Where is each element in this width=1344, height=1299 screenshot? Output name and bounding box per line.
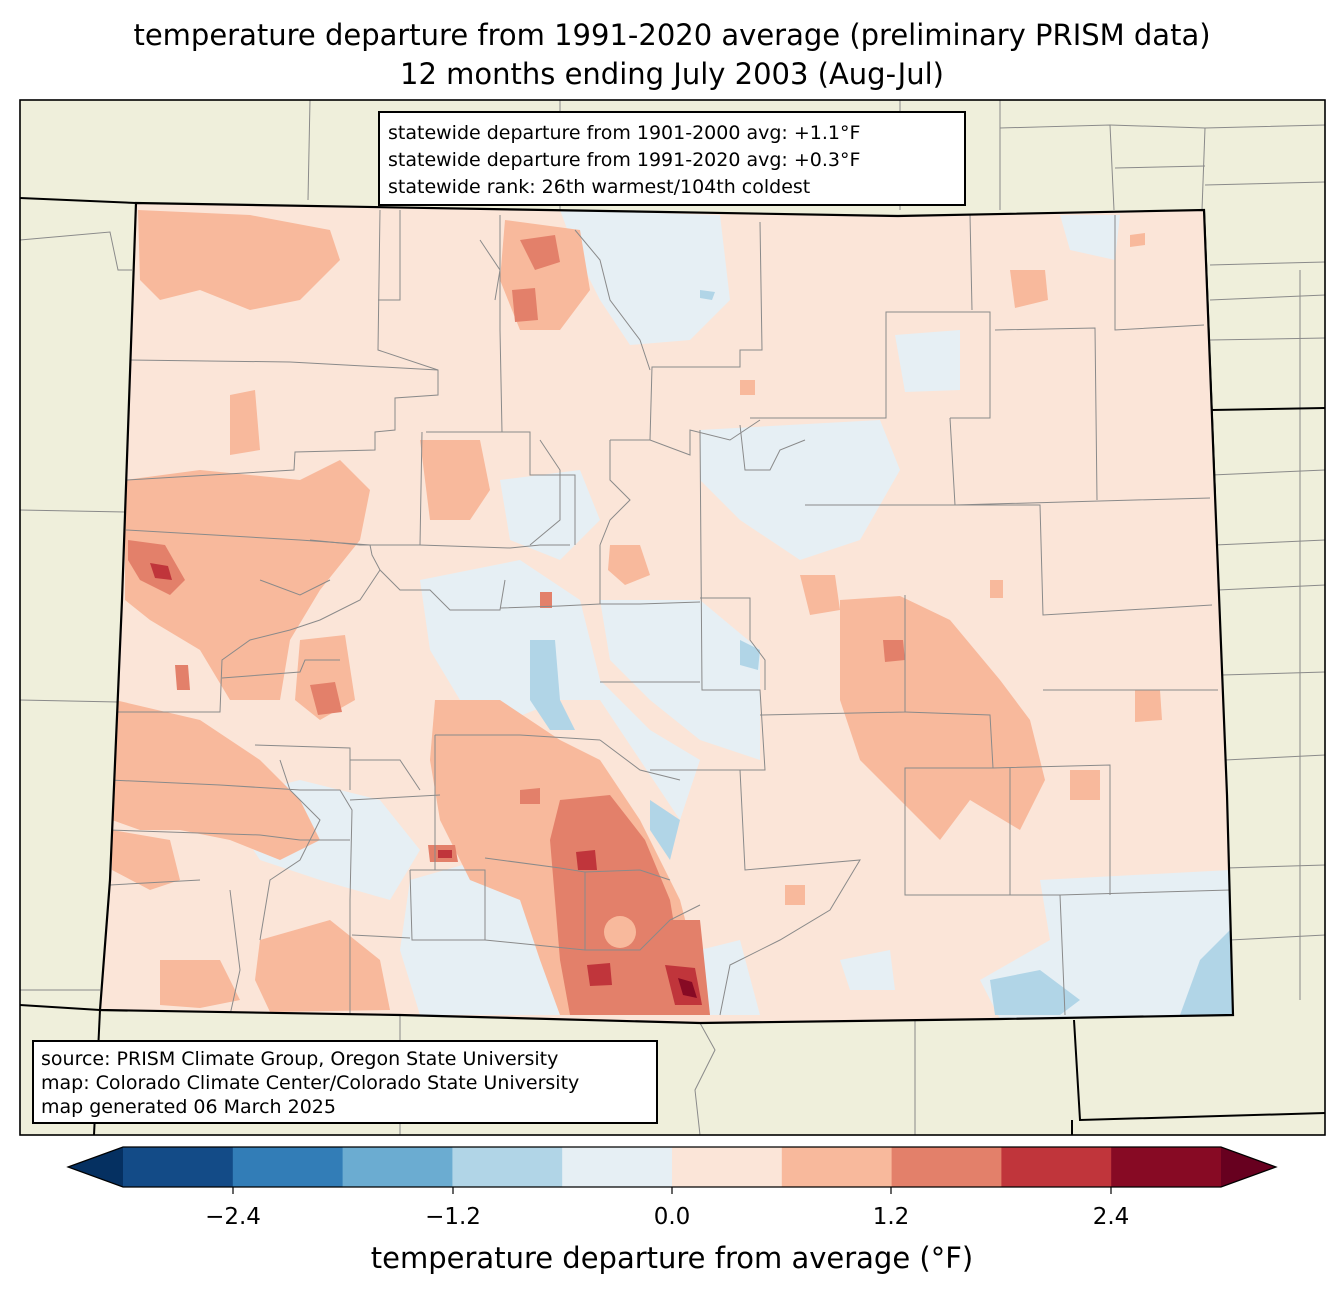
colorbar-tick-label: 2.4 <box>1092 1204 1130 1230</box>
colorado-border <box>98 201 1235 1025</box>
colorado-county-lines <box>109 209 1231 1016</box>
stat-departure-1991-2020: statewide departure from 1991-2020 avg: … <box>388 149 861 171</box>
colorbar-label: temperature departure from average (°F) <box>370 1241 974 1275</box>
colorbar-extend-low <box>68 1147 123 1187</box>
credit-generated: map generated 06 March 2025 <box>41 1096 336 1118</box>
credit-source: source: PRISM Climate Group, Oregon Stat… <box>41 1048 559 1070</box>
colorbar-tick-label: 0.0 <box>653 1204 691 1230</box>
colorbar-segment <box>123 1147 234 1187</box>
colorbar-tick-label: 1.2 <box>872 1204 910 1230</box>
colorbar-segment <box>452 1147 563 1187</box>
colorbar-segment <box>1111 1147 1222 1187</box>
colorbar-segment <box>232 1147 344 1187</box>
statewide-stats-box: statewide departure from 1901-2000 avg: … <box>378 111 966 206</box>
colorbar-segment <box>1001 1147 1112 1187</box>
colorbar-extend-high <box>1221 1147 1276 1187</box>
map-frame <box>19 99 1326 1136</box>
chart-title-line-2: 12 months ending July 2003 (Aug-Jul) <box>400 57 944 91</box>
colorbar-segment <box>891 1147 1002 1187</box>
colorbar-tick-label: −2.4 <box>205 1204 261 1230</box>
colorbar-segment <box>781 1147 893 1187</box>
colorado-temperature-field <box>100 203 1233 1023</box>
colorbar-outline <box>66 1146 1278 1188</box>
colorbar-segment <box>562 1147 673 1187</box>
chart-title-line-1: temperature departure from 1991-2020 ave… <box>133 18 1211 52</box>
credit-map: map: Colorado Climate Center/Colorado St… <box>41 1072 580 1094</box>
credits-box: source: PRISM Climate Group, Oregon Stat… <box>32 1040 658 1124</box>
stat-departure-1901-2000: statewide departure from 1901-2000 avg: … <box>388 122 861 144</box>
colorbar <box>66 1146 1278 1194</box>
colorbar-tick-label: −1.2 <box>425 1204 481 1230</box>
stat-rank: statewide rank: 26th warmest/104th colde… <box>388 176 811 198</box>
colorbar-segment <box>672 1147 783 1187</box>
colorbar-segment <box>342 1147 453 1187</box>
